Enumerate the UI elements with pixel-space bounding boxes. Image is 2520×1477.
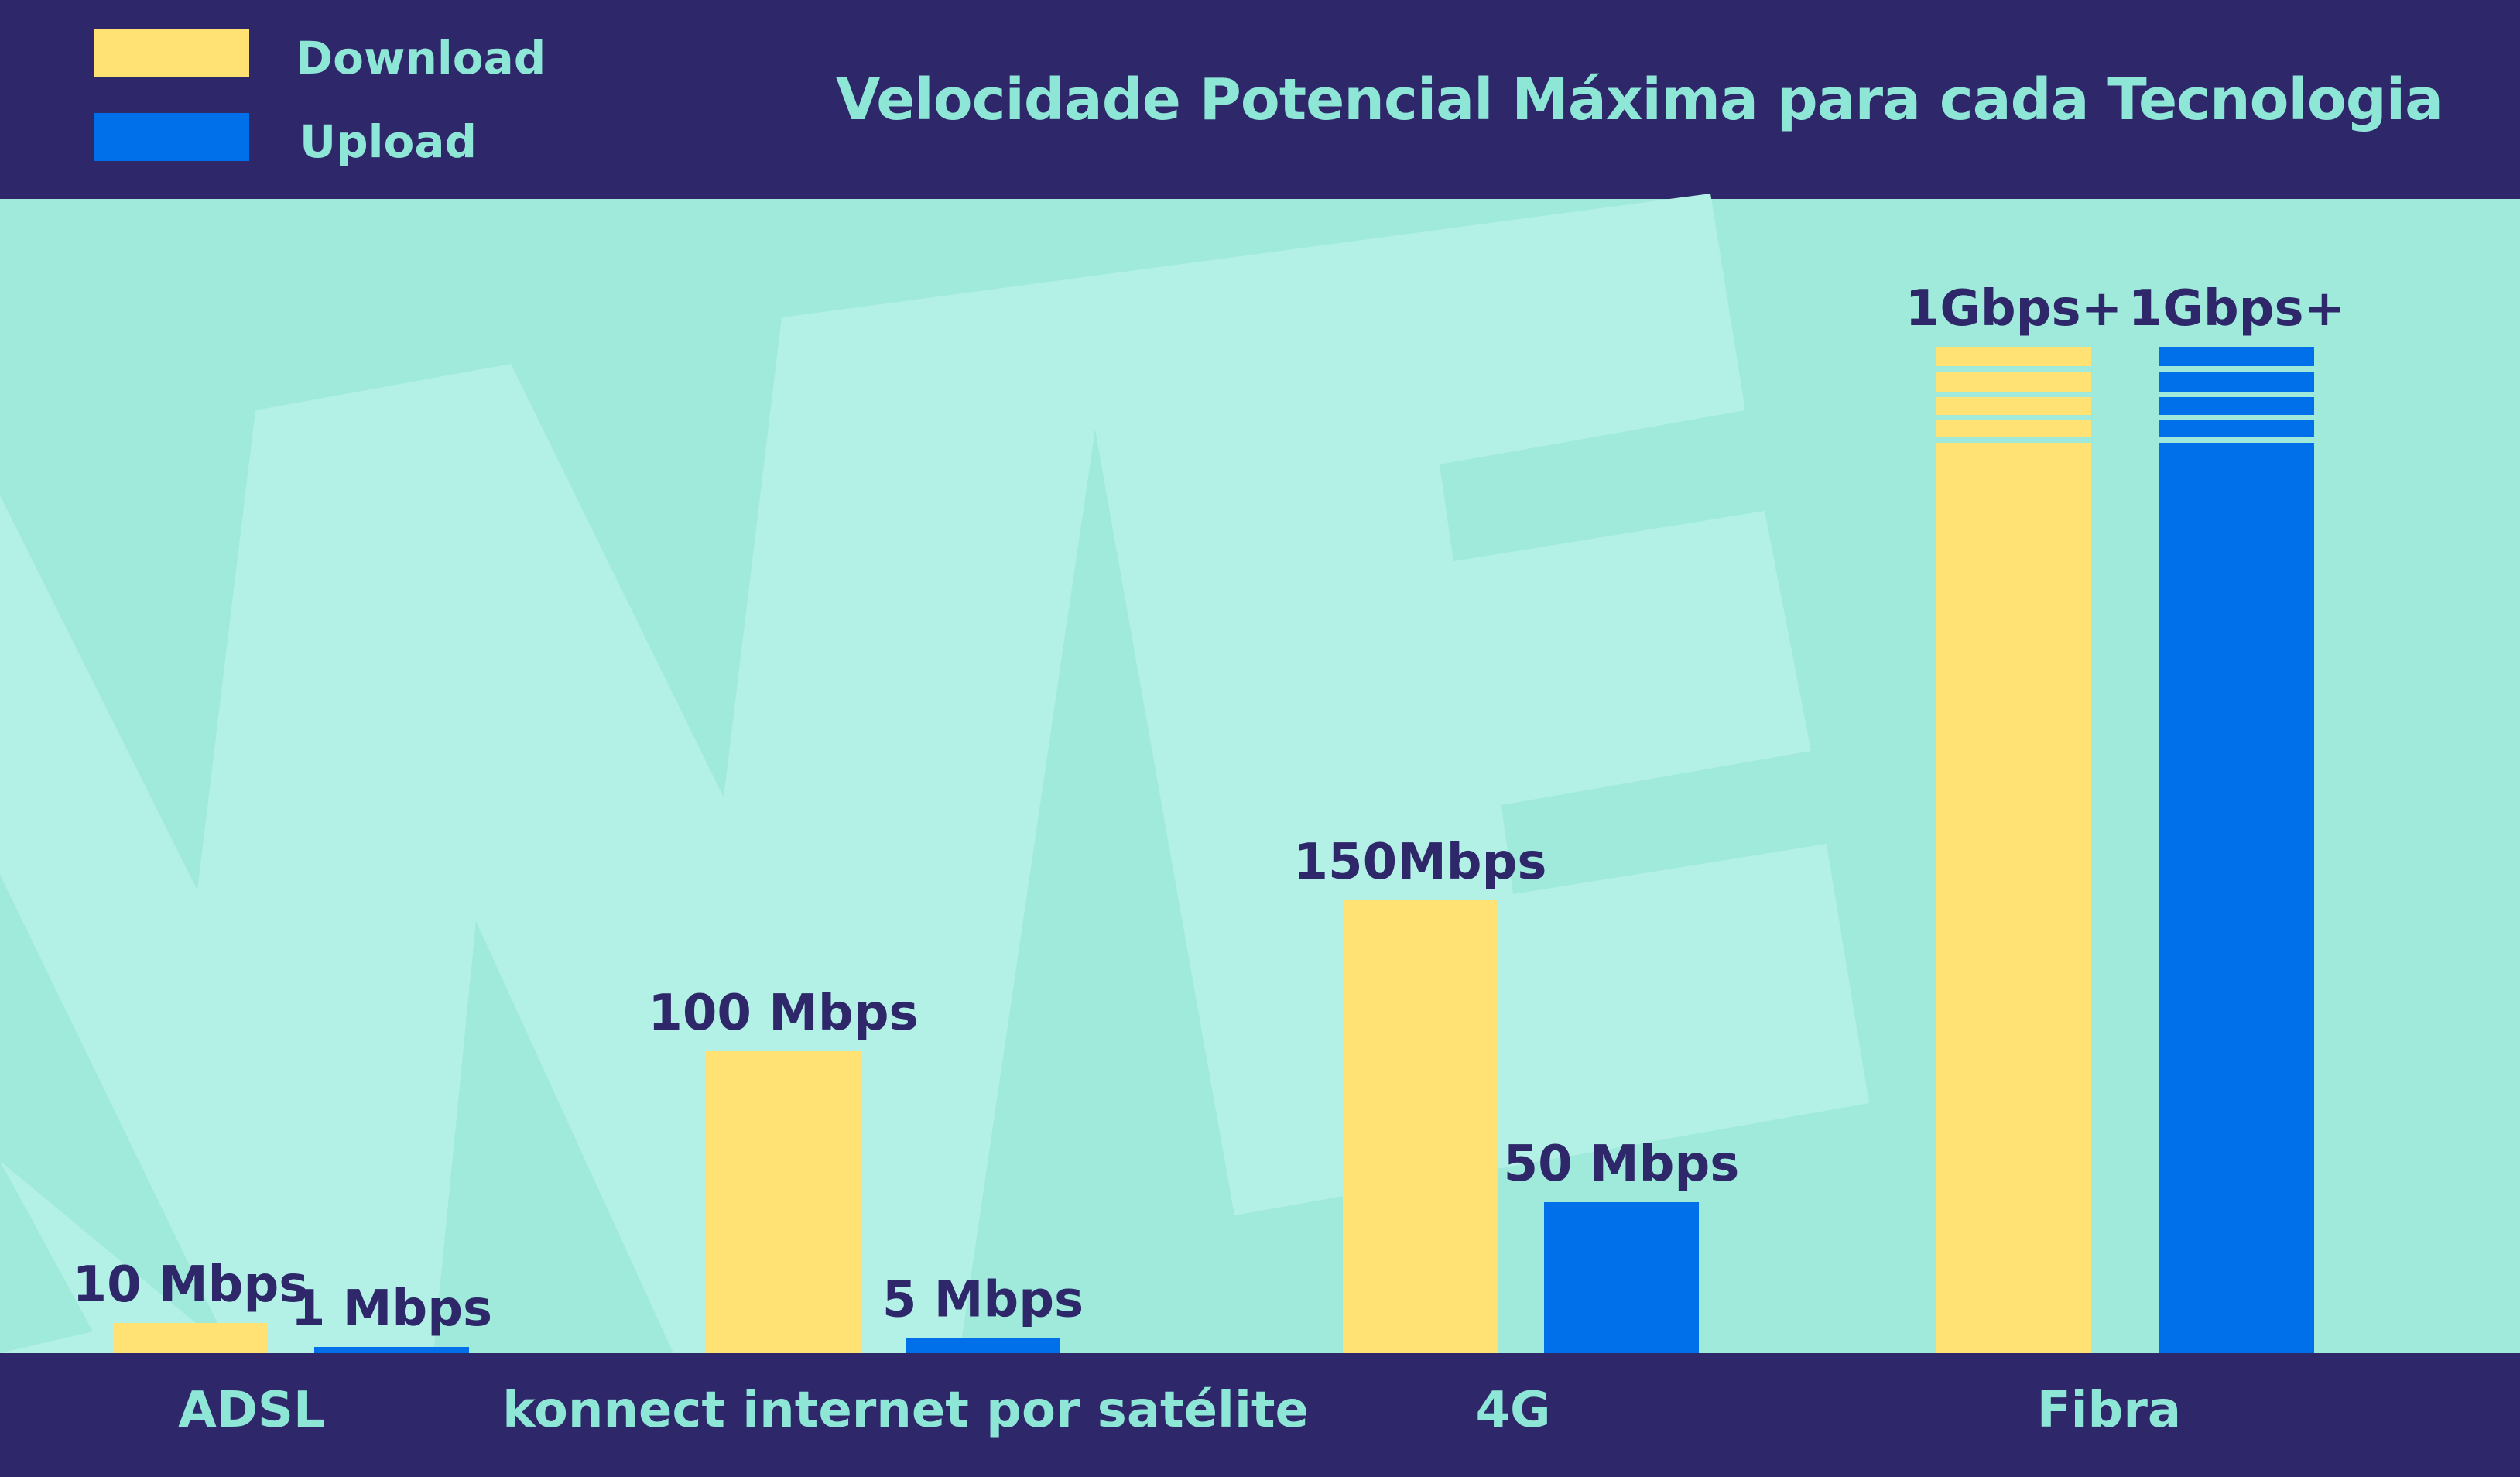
bar-upload-0	[314, 1347, 469, 1353]
bar-download-1	[706, 1051, 861, 1353]
bars-group	[113, 347, 2314, 1353]
category-label-0: ADSL	[178, 1382, 325, 1439]
value-label-download-3: 1Gbps+	[1905, 280, 2122, 338]
break-stripe-upload-3	[2159, 437, 2314, 443]
legend-label-download: Download	[296, 32, 546, 84]
value-label-upload-3: 1Gbps+	[2128, 280, 2345, 338]
value-label-download-1: 100 Mbps	[648, 985, 918, 1042]
value-label-upload-0: 1 Mbps	[291, 1280, 492, 1338]
break-stripe-upload-0	[2159, 366, 2314, 372]
footer-bar	[0, 1353, 2520, 1477]
category-label-2: 4G	[1475, 1382, 1551, 1439]
legend-swatch-upload	[94, 113, 249, 161]
break-stripe-download-3	[1936, 437, 2091, 443]
header-bar	[0, 0, 2520, 199]
category-label-3: Fibra	[2036, 1382, 2182, 1439]
break-stripe-download-0	[1936, 366, 2091, 372]
break-stripe-download-1	[1936, 392, 2091, 397]
value-label-download-2: 150Mbps	[1294, 834, 1547, 891]
legend-label-upload: Upload	[300, 115, 477, 168]
legend-swatch-download	[94, 29, 249, 77]
break-stripe-upload-1	[2159, 392, 2314, 397]
value-label-upload-2: 50 Mbps	[1504, 1136, 1740, 1193]
value-label-upload-1: 5 Mbps	[882, 1272, 1084, 1329]
break-stripe-download-2	[1936, 415, 2091, 420]
bar-upload-3	[2159, 347, 2314, 1353]
break-stripe-upload-2	[2159, 415, 2314, 420]
bar-download-0	[113, 1323, 268, 1353]
bar-download-3	[1936, 347, 2091, 1353]
chart-title: Velocidade Potencial Máxima para cada Te…	[835, 67, 2443, 133]
bar-upload-1	[906, 1338, 1060, 1353]
category-label-1: konnect internet por satélite	[502, 1382, 1309, 1439]
bar-download-2	[1343, 900, 1498, 1353]
value-label-download-0: 10 Mbps	[73, 1256, 309, 1314]
bar-upload-2	[1544, 1202, 1699, 1353]
